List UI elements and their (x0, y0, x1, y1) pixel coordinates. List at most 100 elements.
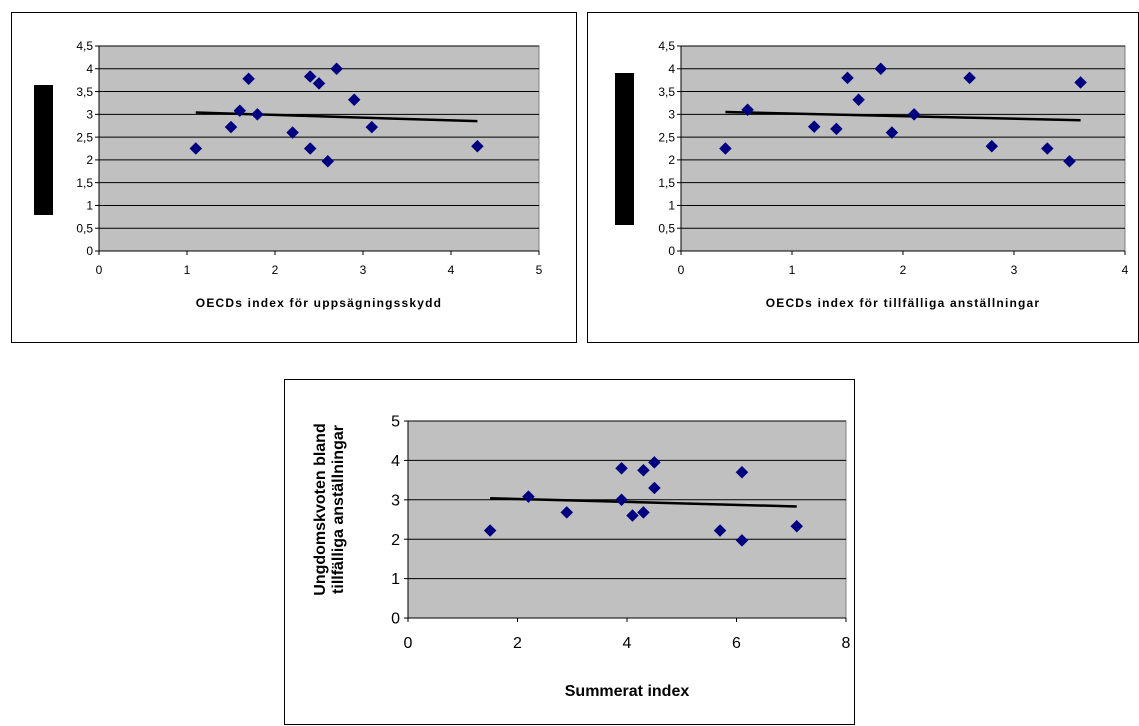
data-point (1063, 154, 1076, 168)
data-point (1040, 142, 1054, 155)
x-tick-label: 2 (513, 635, 522, 652)
data-point (637, 463, 650, 477)
y-tick-label: 1,5 (658, 176, 675, 190)
chart-panel-tillfalliga: 0 0,5 1 1,5 2 2,5 3 3,5 4 4,5 0 1 2 3 4 OECDs index för… (587, 12, 1139, 343)
data-point (483, 524, 497, 537)
data-point (790, 519, 804, 533)
x-tick-label: 4 (1122, 263, 1129, 277)
x-axis-title: OECDs index för tillfälliga anställninga… (766, 296, 1041, 310)
data-point (807, 120, 821, 133)
scatter-chart-uppsagningsskydd: 0 0,5 1 1,5 2 2,5 3 3,5 4 4,5 0 1 2 3 4 5 OECDs index fö… (34, 39, 543, 310)
x-tick-label: 2 (272, 263, 279, 277)
y-tick-label: 0,5 (658, 221, 675, 235)
y-tick-label: 1,5 (76, 176, 93, 190)
y-tick-label: 2,5 (658, 130, 675, 144)
data-point (365, 120, 379, 134)
x-tick-label: 8 (842, 635, 851, 652)
data-point (735, 534, 749, 547)
y-tick-label: 4 (86, 62, 93, 76)
x-tick-label: 5 (536, 263, 543, 277)
data-point (233, 104, 247, 118)
y-tick-label: 0 (86, 244, 93, 258)
y-tick-label: 1 (668, 199, 675, 213)
x-tick-label: 0 (404, 635, 413, 652)
data-point (1074, 76, 1087, 89)
data-point (907, 107, 921, 121)
y-axis-title-bar (615, 73, 634, 225)
scatter-chart-summerat: 0 1 2 3 4 5 0 2 4 6 8 Summerat index Ungdomskvoten b… (312, 414, 851, 700)
data-point (841, 71, 854, 85)
y-tick-label: 1 (391, 571, 400, 588)
y-tick-label: 0 (391, 611, 400, 628)
data-point (321, 154, 335, 168)
x-tick-label: 0 (678, 263, 685, 277)
data-point (852, 93, 865, 107)
y-tick-label: 3,5 (76, 85, 93, 99)
y-axis-title-bar (34, 85, 53, 215)
scatter-chart-tillfalliga: 0 0,5 1 1,5 2 2,5 3 3,5 4 4,5 0 1 2 3 4 OECDs index för… (615, 39, 1129, 310)
y-tick-label: 2 (86, 153, 93, 167)
data-point (189, 142, 203, 155)
data-point (560, 506, 574, 519)
y-tick-label: 4,5 (658, 39, 675, 53)
data-point (242, 72, 255, 86)
x-tick-label: 4 (448, 263, 455, 277)
y-tick-label: 2 (391, 532, 400, 549)
data-point (830, 122, 843, 136)
data-point (648, 456, 661, 469)
y-tick-label: 4 (668, 62, 675, 76)
y-tick-label: 2,5 (76, 130, 93, 144)
data-point (719, 142, 732, 155)
x-tick-label: 1 (184, 263, 191, 277)
data-point (637, 506, 650, 519)
plot-area (98, 45, 540, 252)
data-point (874, 62, 888, 76)
y-tick-label: 2 (668, 153, 675, 167)
data-point (963, 71, 976, 85)
x-axis-title: OECDs index för uppsägningsskydd (196, 296, 442, 310)
y-tick-label: 3,5 (658, 85, 675, 99)
chart-panel-uppsagningsskydd: 0 0,5 1 1,5 2 2,5 3 3,5 4 4,5 0 1 2 3 4 5 OECDs index fö… (11, 12, 577, 343)
y-tick-label: 0,5 (76, 221, 93, 235)
x-tick-label: 3 (360, 263, 367, 277)
y-tick-label: 3 (668, 108, 675, 122)
data-point (251, 107, 264, 121)
y-tick-label: 0 (668, 244, 675, 258)
plot-area (407, 420, 847, 619)
y-tick-label: 3 (391, 492, 400, 509)
chart-panel-summerat: 0 1 2 3 4 5 0 2 4 6 8 Summerat index Ungdomskvoten b… (284, 379, 855, 725)
data-point (648, 481, 661, 495)
data-point (303, 70, 317, 83)
y-axis-title-line: Ungdomskvoten bland (312, 423, 329, 595)
data-point (522, 490, 535, 504)
data-point (330, 62, 343, 76)
data-point (471, 139, 484, 153)
data-point (615, 493, 628, 507)
trendline (490, 496, 797, 508)
data-point (741, 103, 754, 117)
x-tick-label: 6 (732, 635, 741, 652)
x-axis-title: Summerat index (565, 683, 690, 700)
data-point (347, 93, 361, 107)
x-tick-label: 1 (789, 263, 796, 277)
x-tick-label: 3 (1011, 263, 1018, 277)
y-tick-label: 4 (391, 453, 400, 470)
data-point (885, 126, 899, 139)
trendline (725, 110, 1081, 122)
y-axis-title-line: tillfälliga anställningar (330, 425, 347, 594)
plot-area (680, 45, 1126, 252)
x-tick-label: 2 (900, 263, 907, 277)
data-point (286, 126, 299, 139)
data-point (713, 524, 727, 537)
y-tick-label: 3 (86, 108, 93, 122)
x-tick-label: 0 (96, 263, 103, 277)
y-tick-label: 1 (86, 199, 93, 213)
data-point (985, 139, 999, 153)
data-point (626, 509, 639, 522)
data-point (312, 77, 326, 90)
y-tick-label: 4,5 (76, 39, 93, 53)
data-point (303, 142, 317, 155)
y-tick-label: 5 (391, 414, 400, 431)
data-point (224, 120, 238, 134)
data-point (615, 461, 628, 475)
